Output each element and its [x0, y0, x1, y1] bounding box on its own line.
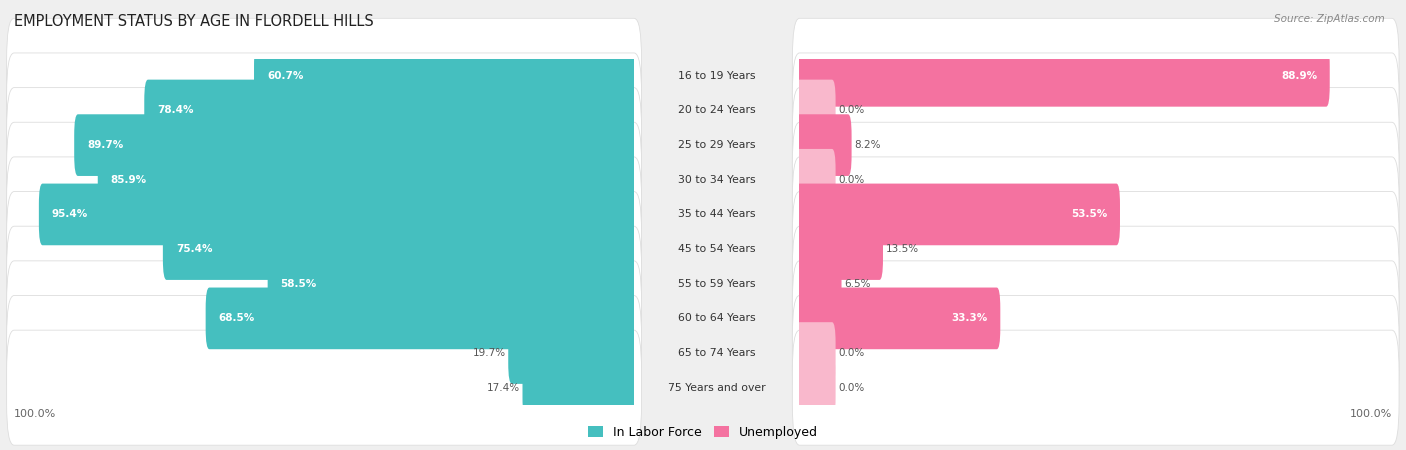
- Text: 20 to 24 Years: 20 to 24 Years: [678, 105, 755, 116]
- Text: 75.4%: 75.4%: [176, 244, 212, 254]
- FancyBboxPatch shape: [796, 322, 835, 384]
- FancyBboxPatch shape: [7, 53, 641, 168]
- Text: 89.7%: 89.7%: [87, 140, 124, 150]
- Text: 95.4%: 95.4%: [52, 209, 89, 220]
- FancyBboxPatch shape: [796, 288, 1000, 349]
- Text: 100.0%: 100.0%: [1350, 409, 1392, 419]
- FancyBboxPatch shape: [163, 218, 638, 280]
- Text: 25 to 29 Years: 25 to 29 Years: [678, 140, 755, 150]
- Text: 0.0%: 0.0%: [838, 105, 865, 116]
- FancyBboxPatch shape: [267, 253, 638, 315]
- FancyBboxPatch shape: [7, 296, 641, 410]
- FancyBboxPatch shape: [145, 80, 638, 141]
- FancyBboxPatch shape: [7, 192, 641, 306]
- FancyBboxPatch shape: [796, 218, 883, 280]
- Text: Source: ZipAtlas.com: Source: ZipAtlas.com: [1274, 14, 1385, 23]
- Text: 88.9%: 88.9%: [1281, 71, 1317, 81]
- FancyBboxPatch shape: [793, 53, 1399, 168]
- Text: 45 to 54 Years: 45 to 54 Years: [678, 244, 755, 254]
- Text: 60.7%: 60.7%: [267, 71, 304, 81]
- Text: 78.4%: 78.4%: [157, 105, 194, 116]
- Text: 17.4%: 17.4%: [486, 382, 520, 393]
- FancyBboxPatch shape: [7, 122, 641, 237]
- Text: 68.5%: 68.5%: [219, 313, 254, 324]
- Text: 33.3%: 33.3%: [952, 313, 988, 324]
- FancyBboxPatch shape: [793, 18, 1399, 133]
- FancyBboxPatch shape: [793, 122, 1399, 237]
- Text: 8.2%: 8.2%: [853, 140, 880, 150]
- FancyBboxPatch shape: [796, 357, 835, 418]
- Legend: In Labor Force, Unemployed: In Labor Force, Unemployed: [583, 421, 823, 444]
- Text: 35 to 44 Years: 35 to 44 Years: [678, 209, 755, 220]
- Text: 0.0%: 0.0%: [838, 348, 865, 358]
- FancyBboxPatch shape: [75, 114, 638, 176]
- Text: 16 to 19 Years: 16 to 19 Years: [678, 71, 755, 81]
- Text: 30 to 34 Years: 30 to 34 Years: [678, 175, 755, 185]
- Text: 55 to 59 Years: 55 to 59 Years: [678, 279, 755, 289]
- FancyBboxPatch shape: [7, 330, 641, 445]
- FancyBboxPatch shape: [254, 45, 638, 107]
- FancyBboxPatch shape: [796, 149, 835, 211]
- Text: 60 to 64 Years: 60 to 64 Years: [678, 313, 755, 324]
- Text: 53.5%: 53.5%: [1071, 209, 1108, 220]
- FancyBboxPatch shape: [7, 18, 641, 133]
- FancyBboxPatch shape: [796, 80, 835, 141]
- FancyBboxPatch shape: [7, 88, 641, 202]
- Text: 58.5%: 58.5%: [281, 279, 316, 289]
- FancyBboxPatch shape: [793, 192, 1399, 306]
- FancyBboxPatch shape: [508, 322, 638, 384]
- FancyBboxPatch shape: [793, 296, 1399, 410]
- FancyBboxPatch shape: [793, 261, 1399, 376]
- Text: 6.5%: 6.5%: [844, 279, 870, 289]
- FancyBboxPatch shape: [7, 157, 641, 272]
- FancyBboxPatch shape: [796, 184, 1121, 245]
- FancyBboxPatch shape: [7, 226, 641, 341]
- FancyBboxPatch shape: [98, 149, 638, 211]
- Text: 19.7%: 19.7%: [472, 348, 506, 358]
- Text: 13.5%: 13.5%: [886, 244, 918, 254]
- FancyBboxPatch shape: [7, 261, 641, 376]
- Text: 0.0%: 0.0%: [838, 175, 865, 185]
- FancyBboxPatch shape: [523, 357, 638, 418]
- FancyBboxPatch shape: [205, 288, 638, 349]
- FancyBboxPatch shape: [39, 184, 638, 245]
- FancyBboxPatch shape: [793, 226, 1399, 341]
- FancyBboxPatch shape: [793, 157, 1399, 272]
- FancyBboxPatch shape: [793, 330, 1399, 445]
- FancyBboxPatch shape: [793, 88, 1399, 202]
- FancyBboxPatch shape: [796, 114, 852, 176]
- Text: 65 to 74 Years: 65 to 74 Years: [678, 348, 755, 358]
- Text: 75 Years and over: 75 Years and over: [668, 382, 766, 393]
- Text: EMPLOYMENT STATUS BY AGE IN FLORDELL HILLS: EMPLOYMENT STATUS BY AGE IN FLORDELL HIL…: [14, 14, 374, 28]
- Text: 100.0%: 100.0%: [14, 409, 56, 419]
- Text: 85.9%: 85.9%: [111, 175, 146, 185]
- FancyBboxPatch shape: [796, 253, 842, 315]
- FancyBboxPatch shape: [796, 45, 1330, 107]
- Text: 0.0%: 0.0%: [838, 382, 865, 393]
